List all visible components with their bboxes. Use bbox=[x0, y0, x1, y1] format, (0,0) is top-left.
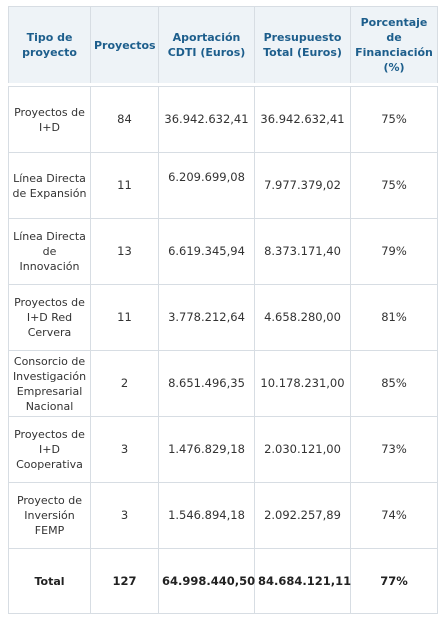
cell-proyectos: 13 bbox=[90, 218, 159, 285]
cell-proyectos: 2 bbox=[90, 350, 159, 417]
cell-porcentaje: 74% bbox=[350, 482, 438, 549]
cell-presupuesto: 2.030.121,00 bbox=[254, 416, 351, 483]
total-porcentaje: 77% bbox=[350, 548, 438, 614]
total-row: Total 127 64.998.440,50 84.684.121,11 77… bbox=[8, 548, 438, 614]
table-row: Línea Directa de Innovación 13 6.619.345… bbox=[8, 218, 438, 285]
cell-tipo: Línea Directa de Innovación bbox=[8, 218, 91, 285]
total-aportacion: 64.998.440,50 bbox=[158, 548, 255, 614]
cell-aportacion-value: 6.209.699,08 bbox=[168, 170, 245, 184]
header-porcentaje: Porcentaje de Financiación (%) bbox=[350, 6, 438, 85]
financing-table: Tipo de proyecto Proyectos Aportación CD… bbox=[8, 6, 438, 614]
cell-presupuesto: 2.092.257,89 bbox=[254, 482, 351, 549]
header-tipo: Tipo de proyecto bbox=[8, 6, 91, 85]
cell-tipo: Proyectos de I+D Red Cervera bbox=[8, 284, 91, 351]
cell-proyectos: 11 bbox=[90, 152, 159, 219]
table-row: Proyecto de Inversión FEMP 3 1.546.894,1… bbox=[8, 482, 438, 549]
cell-aportacion: 6.619.345,94 bbox=[158, 218, 255, 285]
cell-aportacion: 6.209.699,08 bbox=[158, 152, 255, 219]
table-row: Proyectos de I+D Red Cervera 11 3.778.21… bbox=[8, 284, 438, 351]
cell-porcentaje: 73% bbox=[350, 416, 438, 483]
header-presupuesto: Presupuesto Total (Euros) bbox=[254, 6, 351, 85]
cell-tipo: Consorcio de Investigación Empresarial N… bbox=[8, 350, 91, 417]
cell-presupuesto: 10.178.231,00 bbox=[254, 350, 351, 417]
cell-tipo: Proyectos de I+D Cooperativa bbox=[8, 416, 91, 483]
cell-proyectos: 11 bbox=[90, 284, 159, 351]
cell-presupuesto: 4.658.280,00 bbox=[254, 284, 351, 351]
cell-porcentaje: 85% bbox=[350, 350, 438, 417]
cell-tipo: Proyectos de I+D bbox=[8, 86, 91, 153]
cell-proyectos: 84 bbox=[90, 86, 159, 153]
cell-porcentaje: 75% bbox=[350, 152, 438, 219]
cell-porcentaje: 79% bbox=[350, 218, 438, 285]
header-proyectos: Proyectos bbox=[90, 6, 159, 85]
total-presupuesto: 84.684.121,11 bbox=[254, 548, 351, 614]
cell-presupuesto: 8.373.171,40 bbox=[254, 218, 351, 285]
header-row: Tipo de proyecto Proyectos Aportación CD… bbox=[8, 6, 438, 85]
table-row: Proyectos de I+D 84 36.942.632,41 36.942… bbox=[8, 86, 438, 153]
table-row: Consorcio de Investigación Empresarial N… bbox=[8, 350, 438, 417]
table-row: Línea Directa de Expansión 11 6.209.699,… bbox=[8, 152, 438, 219]
cell-proyectos: 3 bbox=[90, 416, 159, 483]
table-row: Proyectos de I+D Cooperativa 3 1.476.829… bbox=[8, 416, 438, 483]
total-label: Total bbox=[8, 548, 91, 614]
cell-porcentaje: 81% bbox=[350, 284, 438, 351]
cell-aportacion: 3.778.212,64 bbox=[158, 284, 255, 351]
cell-proyectos: 3 bbox=[90, 482, 159, 549]
cell-presupuesto: 36.942.632,41 bbox=[254, 86, 351, 153]
table-container: Tipo de proyecto Proyectos Aportación CD… bbox=[8, 6, 438, 614]
cell-tipo: Proyecto de Inversión FEMP bbox=[8, 482, 91, 549]
cell-tipo: Línea Directa de Expansión bbox=[8, 152, 91, 219]
cell-aportacion: 1.476.829,18 bbox=[158, 416, 255, 483]
cell-aportacion: 1.546.894,18 bbox=[158, 482, 255, 549]
total-proyectos: 127 bbox=[90, 548, 159, 614]
cell-aportacion: 8.651.496,35 bbox=[158, 350, 255, 417]
header-aportacion: Aportación CDTI (Euros) bbox=[158, 6, 255, 85]
cell-porcentaje: 75% bbox=[350, 86, 438, 153]
cell-aportacion: 36.942.632,41 bbox=[158, 86, 255, 153]
cell-presupuesto: 7.977.379,02 bbox=[254, 152, 351, 219]
